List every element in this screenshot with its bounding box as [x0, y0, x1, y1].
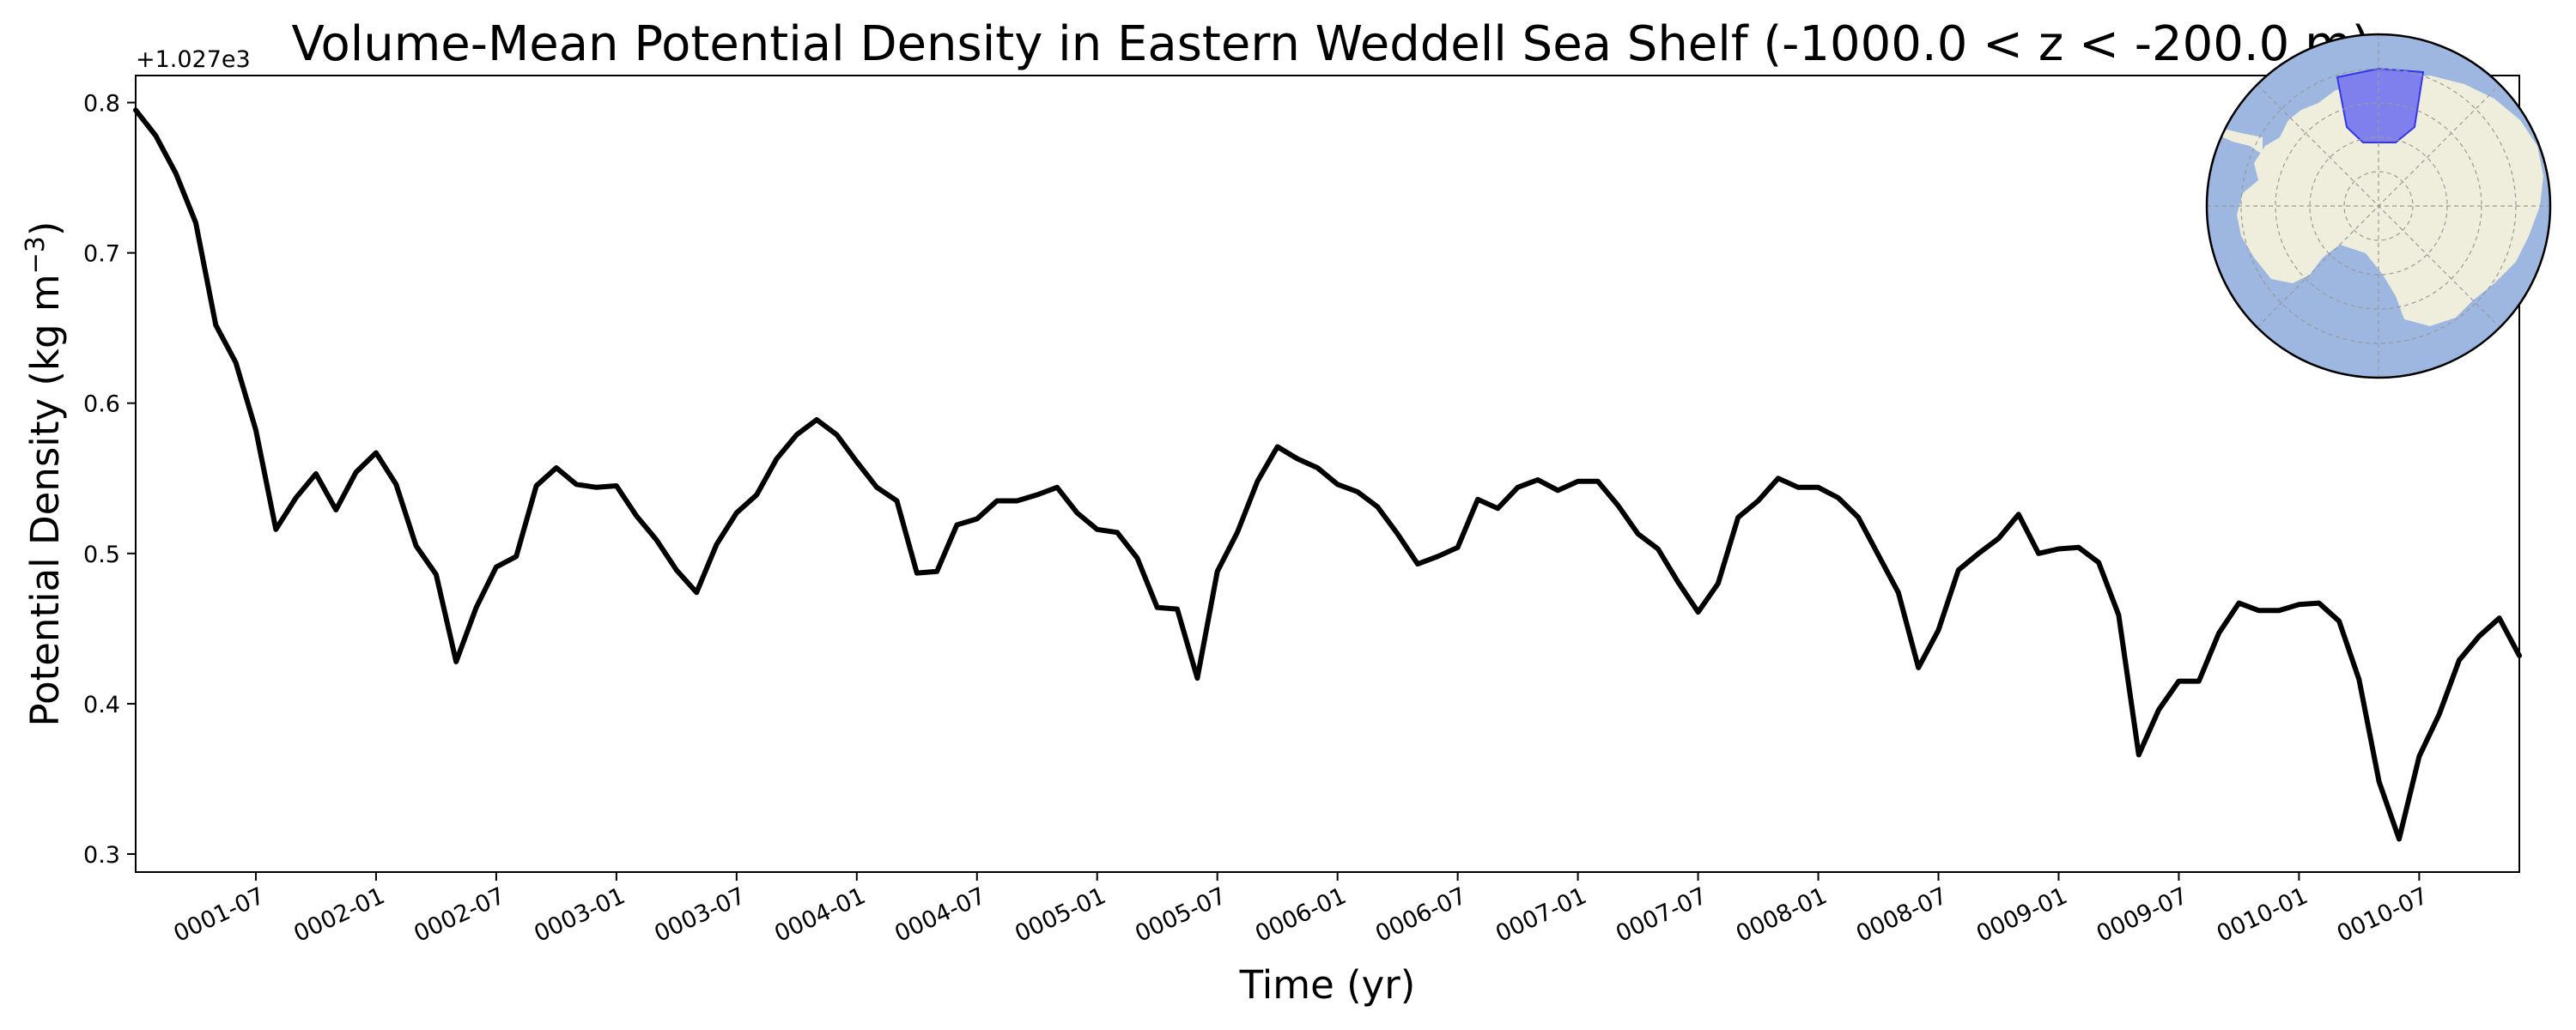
x-tick-label: 0006-07 — [1371, 882, 1470, 948]
x-tick-label: 0004-01 — [770, 882, 869, 948]
x-tick-label: 0004-07 — [890, 882, 989, 948]
plot-frame — [135, 75, 2520, 873]
series-line — [133, 107, 2522, 842]
x-axis-ticks: 0001-07 0002-01 0002-07 0003-01 0003-07 0004-… — [170, 872, 2432, 948]
x-tick-label: 0003-01 — [530, 882, 629, 948]
x-tick-label: 0005-01 — [1011, 882, 1109, 948]
x-tick-label: 0009-01 — [1972, 882, 2071, 948]
y-tick-label: 0.5 — [83, 542, 120, 568]
chart-title: Volume-Mean Potential Density in Eastern… — [291, 16, 2370, 72]
x-tick-label: 0003-07 — [650, 882, 749, 948]
x-tick-label: 0009-07 — [2093, 882, 2191, 948]
x-tick-label: 0010-07 — [2333, 882, 2432, 948]
x-tick-label: 0006-01 — [1251, 882, 1350, 948]
map-peninsula — [2211, 129, 2263, 154]
x-tick-label: 0002-07 — [410, 882, 509, 948]
y-tick-label: 0.3 — [83, 842, 120, 869]
map-graticule — [2207, 34, 2550, 378]
x-tick-label: 0007-07 — [1612, 882, 1710, 948]
y-axis-label-main: Potential Density (kg m — [22, 274, 68, 726]
x-tick-label: 0010-01 — [2213, 882, 2312, 948]
x-tick-label: 0007-01 — [1492, 882, 1590, 948]
x-tick-label: 0002-01 — [290, 882, 389, 948]
x-tick-label: 0008-07 — [1852, 882, 1951, 948]
y-tick-label: 0.6 — [83, 391, 120, 418]
y-axis-label-close: ) — [22, 221, 68, 237]
x-tick-label: 0008-01 — [1732, 882, 1831, 948]
map-region-eastern-weddell — [2336, 67, 2425, 143]
inset-antarctica-map — [2205, 33, 2552, 379]
y-axis-ticks: 0.3 0.4 0.5 0.6 0.7 0.8 — [83, 91, 136, 869]
x-axis-label: Time (yr) — [1239, 962, 1416, 1008]
y-offset-label: +1.027e3 — [136, 46, 251, 73]
y-tick-label: 0.8 — [83, 91, 120, 118]
x-tick-label: 0001-07 — [170, 882, 269, 948]
map-border — [2205, 33, 2552, 379]
y-axis-label: Potential Density (kg m−3) — [21, 221, 69, 727]
y-axis-label-sup: −3 — [21, 236, 51, 274]
y-tick-label: 0.7 — [83, 241, 120, 268]
x-tick-label: 0005-07 — [1131, 882, 1230, 948]
map-antarctica-land — [2237, 76, 2543, 326]
y-tick-label: 0.4 — [83, 692, 120, 718]
